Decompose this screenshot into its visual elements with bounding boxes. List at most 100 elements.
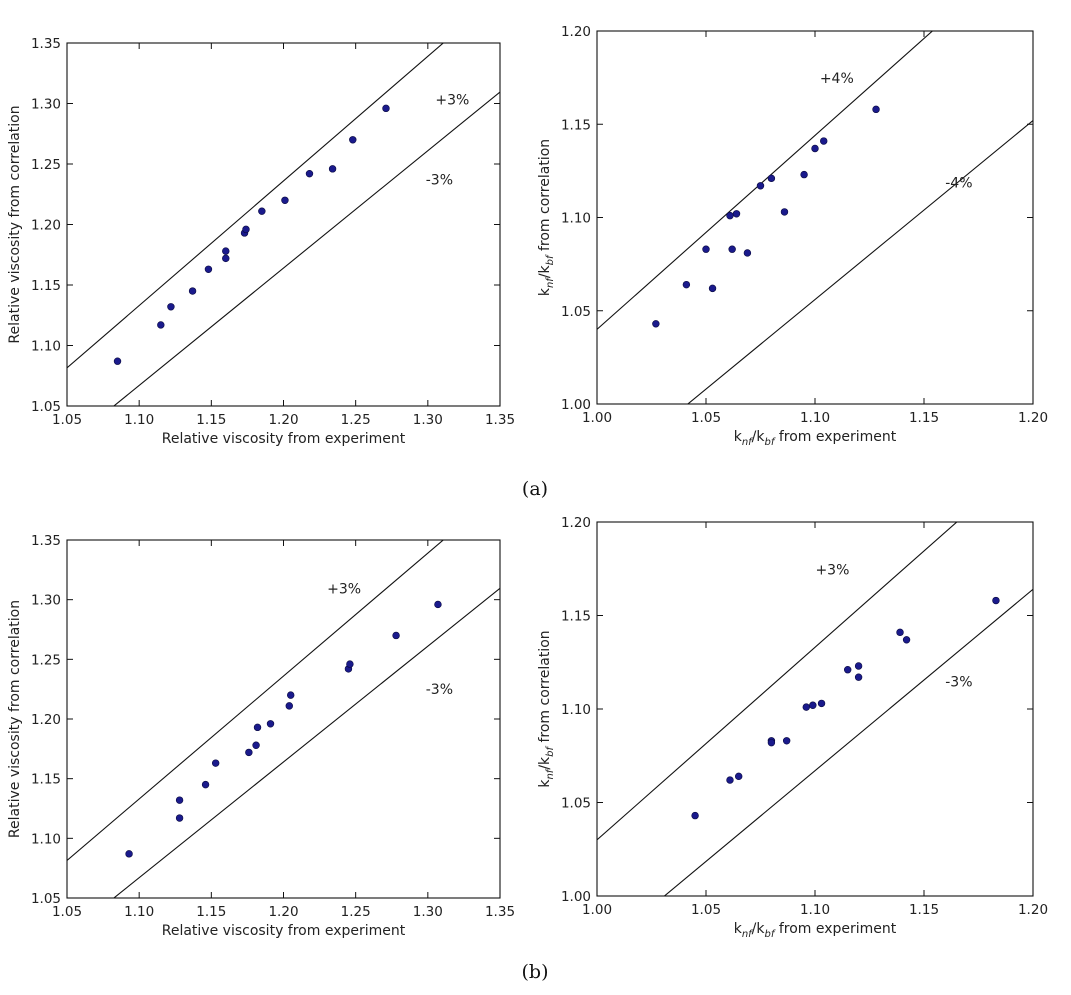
x-tick-label: 1.10: [124, 412, 154, 428]
panel-label-b: (b): [522, 961, 549, 983]
y-tick-label: 1.10: [31, 831, 61, 847]
y-tick-label: 1.15: [561, 609, 591, 625]
data-point: [242, 225, 250, 234]
data-point: [726, 776, 734, 784]
x-tick-label: 1.20: [268, 904, 298, 920]
data-point: [167, 303, 175, 311]
scatter-chart-1: 1.05 1.10 1.15 1.20 1.25 1.30 1.35 1.05 1.10 1.15…: [7, 36, 515, 447]
data-point: [266, 720, 275, 728]
data-point: [287, 691, 295, 699]
data-point: [992, 596, 1000, 605]
data-point: [767, 174, 776, 183]
x-tick-label: 1.25: [341, 412, 371, 428]
data-point: [328, 165, 337, 173]
x-tick-label: 1.10: [800, 902, 830, 918]
y-tick-label: 1.05: [31, 891, 61, 907]
data-point: [211, 759, 220, 767]
data-point: [726, 211, 734, 220]
upper-band-label: +3%: [815, 562, 849, 578]
x-tick-label: 1.10: [124, 904, 154, 920]
upper-band-label: +3%: [435, 93, 469, 109]
lower-band-line: [112, 91, 500, 406]
y-tick-label: 1.10: [31, 339, 61, 355]
y-axis-label: Relative viscosity from correlation: [7, 105, 23, 343]
data-point: [113, 357, 122, 365]
upper-band-label: +4%: [820, 71, 854, 87]
y-tick-label: 1.00: [561, 889, 591, 905]
lower-band-line: [663, 588, 1033, 896]
lower-band-line: [686, 120, 1033, 404]
lower-band-line: [112, 587, 500, 898]
data-point: [843, 666, 852, 674]
data-point: [253, 723, 262, 732]
data-point: [854, 673, 863, 681]
x-tick-label: 1.35: [485, 412, 515, 428]
data-point: [743, 249, 752, 257]
data-point: [157, 321, 165, 329]
x-tick-label: 1.30: [413, 904, 443, 920]
x-tick-label: 1.15: [196, 904, 226, 920]
data-point: [175, 796, 184, 804]
data-point: [817, 699, 826, 708]
data-point: [682, 280, 691, 289]
y-tick-label: 1.05: [561, 796, 591, 812]
x-tick-label: 1.05: [52, 904, 82, 920]
y-axis-label: knf/kbf from correlation: [537, 139, 556, 296]
data-point: [652, 320, 660, 328]
lower-band-label: -3%: [426, 173, 453, 189]
y-tick-label: 1.00: [561, 397, 591, 413]
data-point: [702, 245, 710, 253]
data-point: [281, 196, 289, 205]
data-point: [175, 814, 184, 822]
scatter-chart-3: 1.05 1.10 1.15 1.20 1.25 1.30 1.35 1.05 1.10 1.15…: [7, 533, 515, 939]
y-tick-label: 1.20: [561, 515, 591, 531]
x-tick-label: 1.00: [582, 902, 612, 918]
y-tick-label: 1.05: [31, 399, 61, 415]
x-tick-label: 1.15: [909, 410, 939, 426]
y-tick-label: 1.30: [31, 97, 61, 113]
x-tick-label: 1.20: [1018, 902, 1048, 918]
x-axis-label: Relative viscosity from experiment: [162, 431, 406, 447]
data-point: [252, 741, 260, 749]
y-tick-label: 1.15: [561, 117, 591, 133]
x-tick-label: 1.15: [909, 902, 939, 918]
data-point: [204, 265, 213, 273]
data-point: [285, 702, 293, 710]
data-point: [854, 662, 863, 670]
data-point: [392, 631, 400, 640]
data-point: [222, 247, 230, 255]
x-tick-label: 1.30: [413, 412, 443, 428]
y-tick-label: 1.10: [561, 702, 591, 718]
y-tick-label: 1.15: [31, 772, 61, 788]
data-point: [734, 772, 743, 781]
y-axis-label: knf/kbf from correlation: [537, 630, 556, 787]
scatter-chart-4: 1.00 1.05 1.10 1.15 1.20 1.00 1.05 1.10 1.15 1.20…: [537, 515, 1048, 940]
lower-band-label: -3%: [426, 682, 453, 698]
x-tick-label: 1.20: [268, 412, 298, 428]
lower-band-label: -4%: [945, 176, 972, 192]
data-point: [782, 737, 791, 745]
y-tick-label: 1.15: [31, 278, 61, 294]
data-point: [732, 210, 741, 218]
x-axis-label: knf/kbf from experiment: [734, 921, 897, 940]
data-point: [434, 600, 442, 609]
x-axis-label: knf/kbf from experiment: [734, 429, 897, 448]
data-point: [691, 811, 699, 820]
x-tick-label: 1.15: [196, 412, 226, 428]
x-tick-label: 1.05: [52, 412, 82, 428]
data-point: [222, 254, 230, 263]
y-tick-label: 1.30: [31, 593, 61, 609]
y-tick-label: 1.20: [561, 24, 591, 40]
plot-frame: [66, 539, 501, 899]
data-point: [802, 703, 810, 711]
y-tick-label: 1.35: [31, 36, 61, 52]
data-point: [756, 182, 765, 190]
upper-band-label: +3%: [327, 582, 361, 598]
data-point: [305, 169, 314, 178]
data-point: [902, 636, 911, 644]
upper-band-line: [597, 522, 958, 841]
upper-band-line: [597, 31, 934, 330]
x-tick-label: 1.05: [691, 902, 721, 918]
x-tick-label: 1.35: [485, 904, 515, 920]
